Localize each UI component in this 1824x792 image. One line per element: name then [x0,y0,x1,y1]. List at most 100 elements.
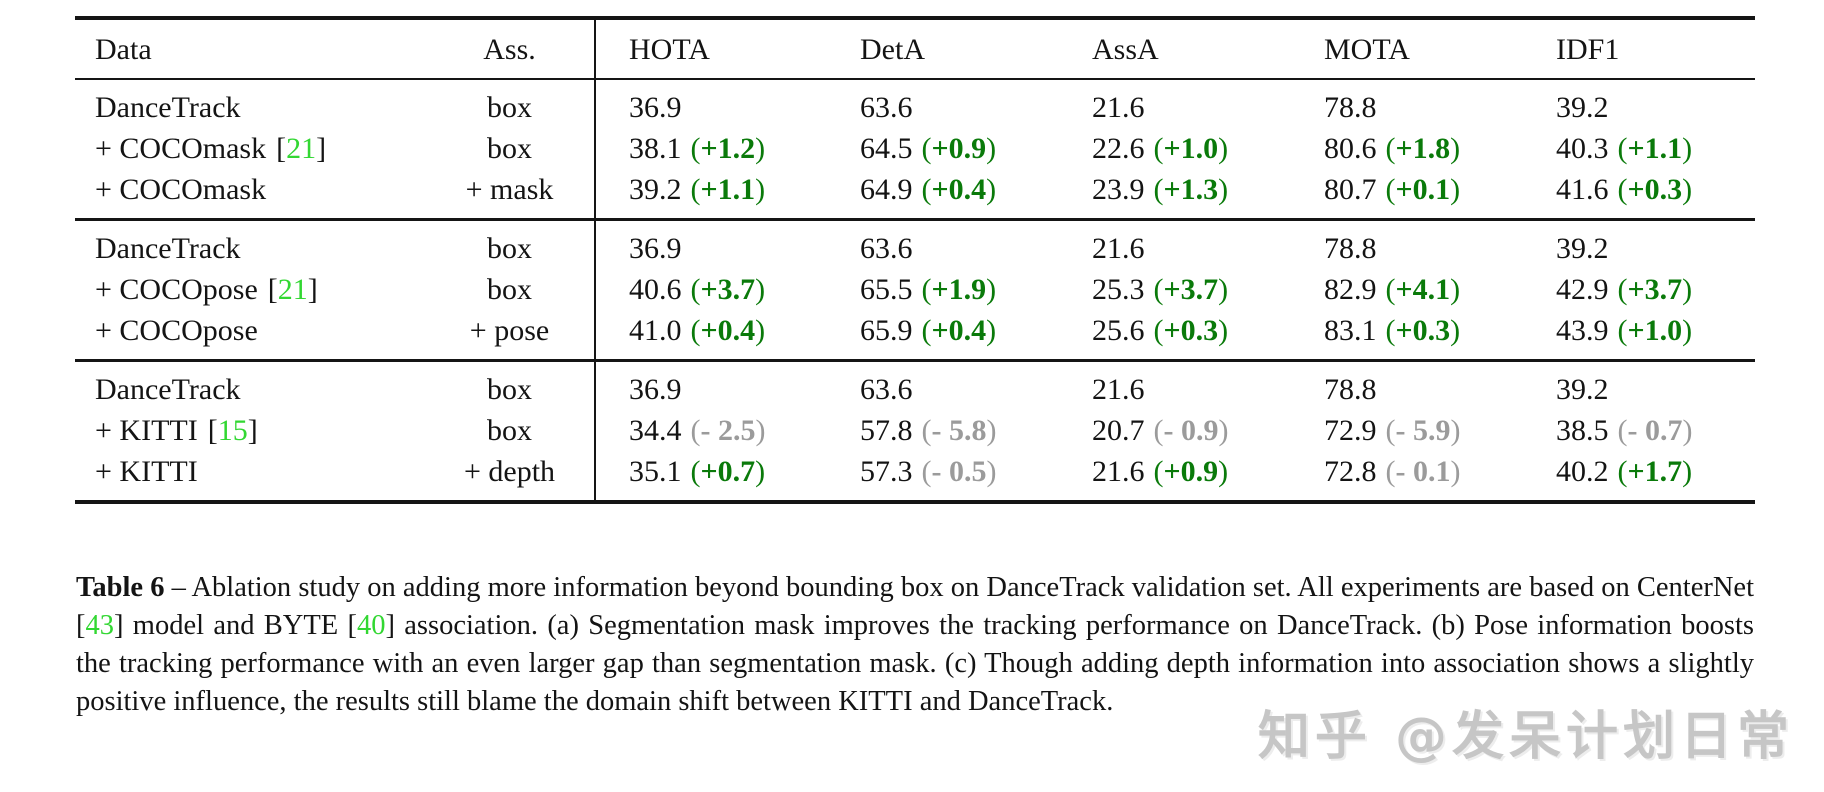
metric-cell: 34.4- 2.5 [594,410,827,451]
delta-positive: +4.1 [1386,273,1461,306]
delta-positive: +1.2 [691,132,766,165]
metric-cell: 38.5- 0.7 [1523,410,1755,451]
metric-cell: 39.2 [1556,91,1609,124]
metric-cell: 39.2 [1556,373,1609,406]
table-row: + COCOmask + mask 39.2+1.1 64.9+0.4 23.9… [75,169,1755,220]
ablation-table-wrap: Data Ass. HOTA DetA AssA MOTA IDF1 Dance… [75,16,1755,504]
caption-citation: 43 [85,609,115,641]
metric-cell: 82.9+4.1 [1291,269,1523,310]
column-header-data: Data [75,18,425,80]
delta-negative: - 2.5 [691,414,766,447]
metric-cell: 21.6 [1092,91,1145,124]
caption-text: ] association. (a) Segmentation mask imp… [76,609,1754,717]
caption-text: ] model and BYTE [ [114,609,357,641]
metric-cell: 25.6+0.3 [1059,310,1291,361]
metric-cell: 64.5+0.9 [827,128,1059,169]
metric-cell: 83.1+0.3 [1291,310,1523,361]
dataset-name: + COCOmask [95,132,267,165]
delta-negative: - 0.5 [922,455,997,488]
metric-cell: 38.1+1.2 [594,128,827,169]
dataset-name: + KITTI [95,455,198,488]
group-kitti: DanceTrack box 36.9 63.6 21.6 78.8 39.2 … [75,360,1755,502]
delta-positive: +1.1 [1618,132,1693,165]
metric-cell: 21.6 [1092,232,1145,265]
row-label: DanceTrack [75,79,425,128]
citation: 21 [268,273,318,306]
metric-cell: 41.0+0.4 [594,310,827,361]
metric-cell: 72.9- 5.9 [1291,410,1523,451]
table-row: + KITTI + depth 35.1+0.7 57.3- 0.5 21.6+… [75,451,1755,502]
delta-positive: +0.3 [1618,173,1693,206]
dataset-name: + COCOpose [95,314,258,347]
association-cell: + pose [469,314,550,347]
delta-positive: +0.4 [691,314,766,347]
delta-negative: - 5.8 [922,414,997,447]
row-label: DanceTrack [75,361,425,411]
delta-positive: +1.0 [1154,132,1229,165]
delta-positive: +3.7 [691,273,766,306]
metric-cell: 21.6+0.9 [1059,451,1291,502]
table-row: + COCOpose 21 box 40.6+3.7 65.5+1.9 25.3+… [75,269,1755,310]
metric-cell: 65.9+0.4 [827,310,1059,361]
metric-cell: 40.6+3.7 [594,269,827,310]
caption-text: – Ablation study on adding more informat… [76,571,1754,641]
association-cell: box [487,132,532,165]
delta-positive: +0.7 [691,455,766,488]
table-header: Data Ass. HOTA DetA AssA MOTA IDF1 [75,18,1755,80]
table-row: + COCOmask 21 box 38.1+1.2 64.5+0.9 22.6+… [75,128,1755,169]
delta-negative: - 0.1 [1386,455,1461,488]
delta-positive: +1.7 [1618,455,1693,488]
delta-positive: +0.1 [1386,173,1461,206]
table-row: + KITTI 15 box 34.4- 2.5 57.8- 5.8 20.7- … [75,410,1755,451]
metric-cell: 40.2+1.7 [1523,451,1755,502]
table-row: DanceTrack box 36.9 63.6 21.6 78.8 39.2 [75,219,1755,270]
metric-cell: 64.9+0.4 [827,169,1059,220]
association-cell: box [487,373,532,406]
association-cell: box [487,232,532,265]
row-label: + KITTI [75,451,425,502]
column-header-idf1: IDF1 [1523,18,1755,80]
column-header-mota: MOTA [1291,18,1523,80]
citation: 15 [208,414,258,447]
metric-cell: 80.6+1.8 [1291,128,1523,169]
delta-positive: +0.9 [1154,455,1229,488]
dataset-name: DanceTrack [95,232,241,265]
delta-positive: +0.9 [922,132,997,165]
row-label: + COCOmask [75,169,425,220]
metric-cell: 57.8- 5.8 [827,410,1059,451]
metric-cell: 57.3- 0.5 [827,451,1059,502]
metric-cell: 63.6 [860,232,913,265]
dataset-name: DanceTrack [95,373,241,406]
table-caption: Table 6 – Ablation study on adding more … [76,569,1754,721]
metric-cell: 36.9 [594,79,827,128]
column-header-hota: HOTA [594,18,827,80]
metric-cell: 78.8 [1324,373,1377,406]
metric-cell: 25.3+3.7 [1059,269,1291,310]
delta-positive: +3.7 [1154,273,1229,306]
metric-cell: 63.6 [860,91,913,124]
group-cocopose: DanceTrack box 36.9 63.6 21.6 78.8 39.2 … [75,219,1755,361]
delta-positive: +0.4 [922,314,997,347]
delta-positive: +1.9 [922,273,997,306]
row-label: + COCOpose 21 [75,269,425,310]
metric-cell: 21.6 [1092,373,1145,406]
delta-negative: - 0.9 [1154,414,1229,447]
metric-cell: 35.1+0.7 [594,451,827,502]
association-cell: + mask [465,173,554,206]
column-header-ass: Ass. [425,18,595,80]
table-row: + COCOpose + pose 41.0+0.4 65.9+0.4 25.6… [75,310,1755,361]
delta-negative: - 0.7 [1618,414,1693,447]
dataset-name: DanceTrack [95,91,241,124]
delta-positive: +0.3 [1154,314,1229,347]
delta-positive: +1.8 [1386,132,1461,165]
row-label: + KITTI 15 [75,410,425,451]
row-label: DanceTrack [75,220,425,270]
association-cell: box [487,414,532,447]
metric-cell: 78.8 [1324,232,1377,265]
dataset-name: + KITTI [95,414,198,447]
header-row: Data Ass. HOTA DetA AssA MOTA IDF1 [75,18,1755,80]
column-header-assa: AssA [1059,18,1291,80]
metric-cell: 42.9+3.7 [1523,269,1755,310]
results-table: Data Ass. HOTA DetA AssA MOTA IDF1 Dance… [75,16,1755,504]
association-cell: box [487,91,532,124]
